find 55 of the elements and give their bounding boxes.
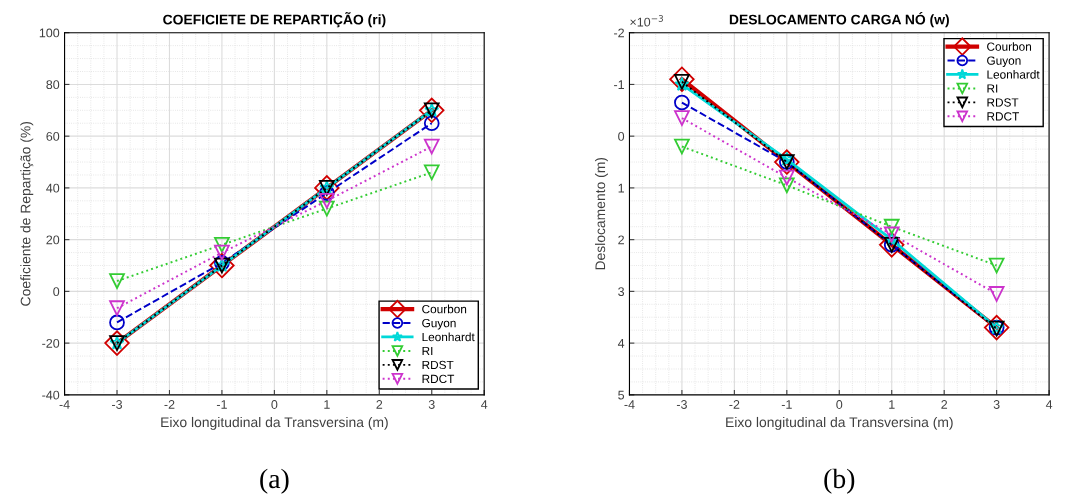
x-tick-label: -1 [781,400,792,409]
y-tick-label: 20 [46,235,60,245]
y-tick-label: -2 [614,28,624,38]
legend-label: Leonhardt [987,70,1040,79]
y-tick-label: -1 [614,80,624,89]
y-tick-label: 3 [618,287,625,297]
y-tick-label: 0 [618,131,625,141]
x-axis-title: Eixo longitudinal da Transversina (m) [161,416,388,430]
text: (b) [824,468,855,494]
y-axis-title: Coeficiente de Repartição (%) [20,121,34,306]
legend-label: RDCT [422,374,455,384]
y-tick-label: 5 [618,390,625,400]
y-tick-label: 100 [39,28,60,38]
legend-label: RDCT [987,112,1020,121]
y-tick-label: 60 [46,131,60,141]
x-tick-label: 0 [836,400,843,409]
chart-title: DESLOCAMENTO CARGA NÓ (w) [729,12,949,28]
legend-label: RDST [422,360,454,370]
x-tick-label: -2 [729,400,740,409]
x-tick-label: 4 [481,400,488,409]
x-tick-label: -2 [164,400,175,409]
legend-label: Guyon [987,56,1021,68]
x-tick-label: 0 [271,400,278,409]
x-tick-label: -1 [216,400,227,409]
x-tick-label: 2 [941,400,948,409]
x-tick-label: -4 [624,400,635,409]
y-tick-label: 2 [618,235,624,245]
y-tick-label: 0 [53,287,60,297]
y-tick-label: -40 [42,390,60,400]
legend-label: Courbon [422,304,467,314]
legend-label: Leonhardt [422,332,475,342]
legend-label: RI [987,84,998,93]
x-tick-label: 3 [428,400,435,409]
legend-label: Courbon [987,42,1032,51]
x-tick-label: 2 [376,400,383,409]
chart-title: COEFICIETE DE REPARTIÇÃO (ri) [163,12,386,28]
y-tick-label: 1 [618,183,624,193]
x-tick-label: -4 [59,400,70,409]
x-tick-label: 1 [324,400,330,409]
x-tick-label: 1 [889,400,895,409]
legend-label: Guyon [422,318,456,330]
x-tick-label: 3 [993,400,1000,409]
legend-label: RDST [987,98,1019,107]
x-axis-title: Eixo longitudinal da Transversina (m) [726,416,953,430]
x-tick-label: 4 [1045,400,1053,409]
x-tick-label: -3 [112,400,123,409]
y-tick-label: -20 [42,338,60,348]
y-axis-title: Deslocamento (m) [594,157,608,270]
text: ×10$^{−3}$ [630,15,663,27]
y-tick-label: 40 [46,183,60,193]
legend-label: RI [422,346,433,356]
x-tick-label: -3 [676,400,687,409]
text: (a) [260,468,289,494]
y-tick-label: 4 [617,339,625,348]
y-tick-label: 80 [46,80,60,90]
